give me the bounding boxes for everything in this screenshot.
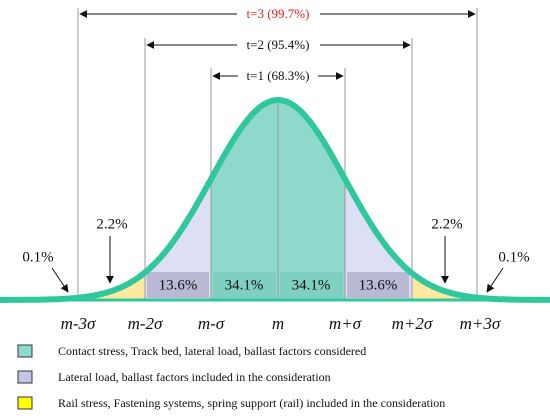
legend-text: Contact stress, Track bed, lateral load,…: [58, 344, 366, 358]
percent: 34.1%: [292, 277, 331, 293]
legend-text: Rail stress, Fastening systems, spring s…: [58, 396, 445, 410]
arrow-label: t=1 (68.3%): [247, 68, 310, 83]
pointer: [486, 267, 504, 293]
axis-label: m+2σ: [392, 314, 433, 333]
legend-swatch: [17, 344, 33, 358]
percent: 2.2%: [431, 216, 462, 232]
box: [213, 272, 276, 298]
percent: 34.1%: [225, 277, 264, 293]
percent: 2.2%: [96, 216, 127, 232]
arrow-label: t=3 (99.7%): [247, 6, 310, 21]
legend-text: Lateral load, ballast factors included i…: [58, 370, 331, 384]
region: [412, 273, 477, 300]
arrow-label: t=2 (95.4%): [247, 37, 310, 52]
axis-label: m+σ: [329, 314, 362, 333]
axis-label: m-3σ: [61, 314, 96, 333]
box: [147, 272, 209, 298]
box: [280, 272, 343, 298]
legend-swatch: [17, 370, 33, 384]
axis-label: m+3σ: [460, 314, 501, 333]
axis-label: m-σ: [198, 314, 225, 333]
percent: 13.6%: [359, 277, 398, 293]
region: [78, 272, 145, 300]
curve: [0, 97, 550, 303]
regions: [0, 100, 550, 300]
axis-label: m: [272, 314, 284, 333]
axis-label: m-2σ: [128, 314, 163, 333]
legend-swatch: [17, 396, 33, 410]
percent: 0.1%: [22, 249, 53, 265]
percent: 13.6%: [159, 277, 198, 293]
pointer: [51, 267, 69, 293]
percent: 0.1%: [498, 249, 529, 265]
box: [347, 272, 409, 298]
